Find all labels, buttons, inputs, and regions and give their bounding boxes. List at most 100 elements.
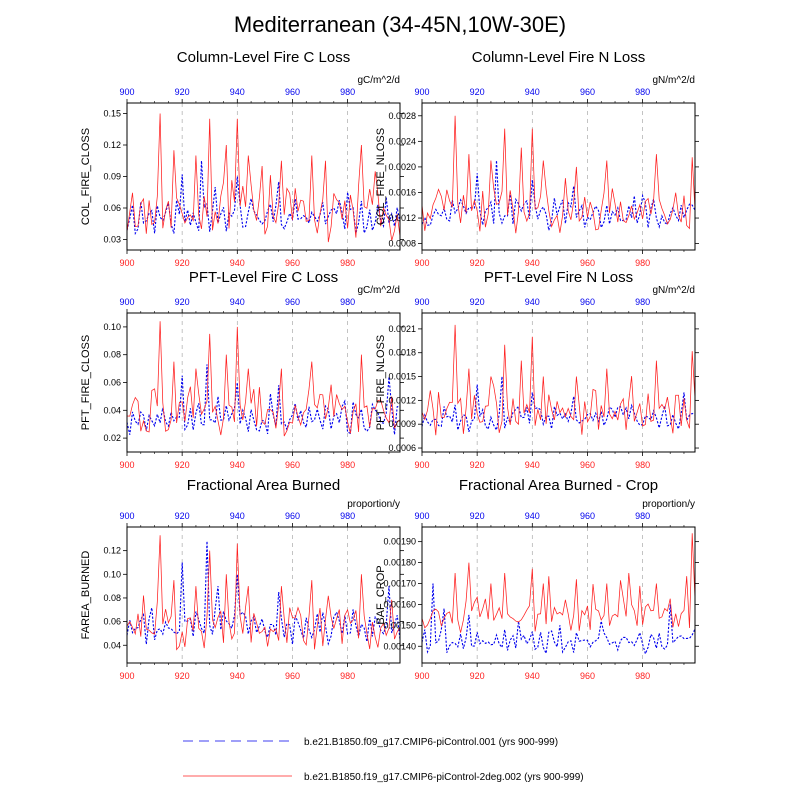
top-x-tick-label: 940 xyxy=(230,511,245,521)
y-tick-label: 0.0028 xyxy=(388,111,416,121)
x-tick-label: 960 xyxy=(580,460,595,470)
legend: b.e21.B1850.f09_g17.CMIP6-piControl.001 … xyxy=(183,737,584,783)
panel-title: PFT-Level Fire C Loss xyxy=(189,269,338,286)
y-tick-label: 0.10 xyxy=(103,322,121,332)
y-axis-label: BAF_CROP xyxy=(375,565,387,624)
top-x-tick-label: 960 xyxy=(285,511,300,521)
plot-frame xyxy=(421,102,696,251)
main-title: Mediterranean (34-45N,10W-30E) xyxy=(234,12,566,37)
y-tick-label: 0.06 xyxy=(103,378,121,388)
top-x-tick-label: 960 xyxy=(285,87,300,97)
y-tick-label: 0.0021 xyxy=(388,324,416,334)
panel-col-fire-nloss: Column-Level Fire N Loss gN/m^2/d COL_FIRE… xyxy=(375,49,699,268)
y-tick-label: 0.0020 xyxy=(388,162,416,172)
x-tick-label: 900 xyxy=(119,460,134,470)
y-tick-label: 0.00160 xyxy=(383,599,416,609)
top-x-tick-label: 920 xyxy=(470,511,485,521)
series-line-ens2 xyxy=(421,533,696,633)
x-tick-label: 960 xyxy=(285,258,300,268)
panels: Column-Level Fire C Loss gC/m^2/d COL_FIRE… xyxy=(80,49,699,681)
x-tick-label: 900 xyxy=(119,671,134,681)
series-line-ens1 xyxy=(421,583,696,656)
top-x-tick-label: 900 xyxy=(414,297,429,307)
x-tick-label: 900 xyxy=(414,460,429,470)
x-tick-label: 940 xyxy=(230,671,245,681)
y-tick-label: 0.08 xyxy=(103,350,121,360)
y-tick-label: 0.09 xyxy=(103,172,121,182)
x-tick-label: 920 xyxy=(175,671,190,681)
panel-title: Fractional Area Burned - Crop xyxy=(459,477,658,494)
series-line-ens2 xyxy=(421,324,696,436)
top-x-tick-label: 960 xyxy=(580,511,595,521)
x-tick-label: 900 xyxy=(119,258,134,268)
series-line-ens1 xyxy=(421,376,696,433)
top-x-tick-label: 900 xyxy=(119,87,134,97)
top-x-tick-label: 900 xyxy=(119,297,134,307)
top-x-tick-label: 900 xyxy=(119,511,134,521)
y-axis-label: COL_FIRE_NLOSS xyxy=(375,128,387,225)
panel-title: PFT-Level Fire N Loss xyxy=(484,269,633,286)
x-tick-label: 960 xyxy=(580,671,595,681)
y-tick-label: 0.00140 xyxy=(383,641,416,651)
y-tick-label: 0.02 xyxy=(103,433,121,443)
y-tick-label: 0.06 xyxy=(103,203,121,213)
units-label: proportion/y xyxy=(347,499,400,510)
x-tick-label: 980 xyxy=(635,460,650,470)
top-x-tick-label: 940 xyxy=(525,87,540,97)
plot-frame xyxy=(421,312,696,453)
top-x-tick-label: 900 xyxy=(414,87,429,97)
y-tick-label: 0.03 xyxy=(103,235,121,245)
y-tick-label: 0.04 xyxy=(103,405,121,415)
y-tick-label: 0.08 xyxy=(103,593,121,603)
units-label: gC/m^2/d xyxy=(358,285,401,296)
y-tick-label: 0.0018 xyxy=(388,348,416,358)
x-tick-label: 940 xyxy=(230,258,245,268)
panel-pft-fire-closs: PFT-Level Fire C Loss gC/m^2/d PFT_FIRE_CL… xyxy=(80,269,404,470)
y-tick-label: 0.10 xyxy=(103,569,121,579)
top-x-tick-label: 940 xyxy=(230,297,245,307)
series-line-ens1 xyxy=(126,541,401,646)
series-line-ens2 xyxy=(126,535,401,651)
y-tick-label: 0.0012 xyxy=(388,395,416,405)
y-tick-label: 0.0016 xyxy=(388,187,416,197)
panel-baf-crop: Fractional Area Burned - Crop proportion/… xyxy=(375,477,699,681)
plot-frame xyxy=(126,312,401,453)
units-label: gC/m^2/d xyxy=(358,75,401,86)
top-x-tick-label: 980 xyxy=(340,297,355,307)
y-axis-label: FAREA_BURNED xyxy=(80,551,92,640)
series-line-ens2 xyxy=(421,115,696,234)
y-tick-label: 0.00180 xyxy=(383,558,416,568)
y-tick-label: 0.0009 xyxy=(388,419,416,429)
x-tick-label: 980 xyxy=(340,671,355,681)
x-tick-label: 920 xyxy=(470,671,485,681)
top-x-tick-label: 920 xyxy=(470,297,485,307)
x-tick-label: 900 xyxy=(414,258,429,268)
top-x-tick-label: 980 xyxy=(635,297,650,307)
x-tick-label: 940 xyxy=(230,460,245,470)
panel-farea-burned: Fractional Area Burned proportion/y FAREA_… xyxy=(80,477,404,681)
top-x-tick-label: 920 xyxy=(175,297,190,307)
y-axis-label: PFT_FIRE_CLOSS xyxy=(80,335,92,430)
x-tick-label: 960 xyxy=(580,258,595,268)
plot-frame xyxy=(421,526,696,664)
x-tick-label: 920 xyxy=(175,460,190,470)
panel-col-fire-closs: Column-Level Fire C Loss gC/m^2/d COL_FIRE… xyxy=(80,49,404,268)
y-tick-label: 0.15 xyxy=(103,109,121,119)
panel-title: Column-Level Fire C Loss xyxy=(177,49,350,66)
x-tick-label: 980 xyxy=(635,671,650,681)
x-tick-label: 940 xyxy=(525,671,540,681)
x-tick-label: 980 xyxy=(635,258,650,268)
top-x-tick-label: 920 xyxy=(175,511,190,521)
panel-title: Column-Level Fire N Loss xyxy=(472,49,645,66)
x-tick-label: 920 xyxy=(175,258,190,268)
legend-label-ens2: b.e21.B1850.f19_g17.CMIP6-piControl-2deg… xyxy=(304,772,584,783)
legend-label-ens1: b.e21.B1850.f09_g17.CMIP6-piControl.001 … xyxy=(304,737,558,748)
y-tick-label: 0.04 xyxy=(103,640,121,650)
top-x-tick-label: 920 xyxy=(470,87,485,97)
x-tick-label: 940 xyxy=(525,258,540,268)
top-x-tick-label: 940 xyxy=(525,511,540,521)
x-tick-label: 900 xyxy=(414,671,429,681)
x-tick-label: 960 xyxy=(285,671,300,681)
top-x-tick-label: 960 xyxy=(285,297,300,307)
